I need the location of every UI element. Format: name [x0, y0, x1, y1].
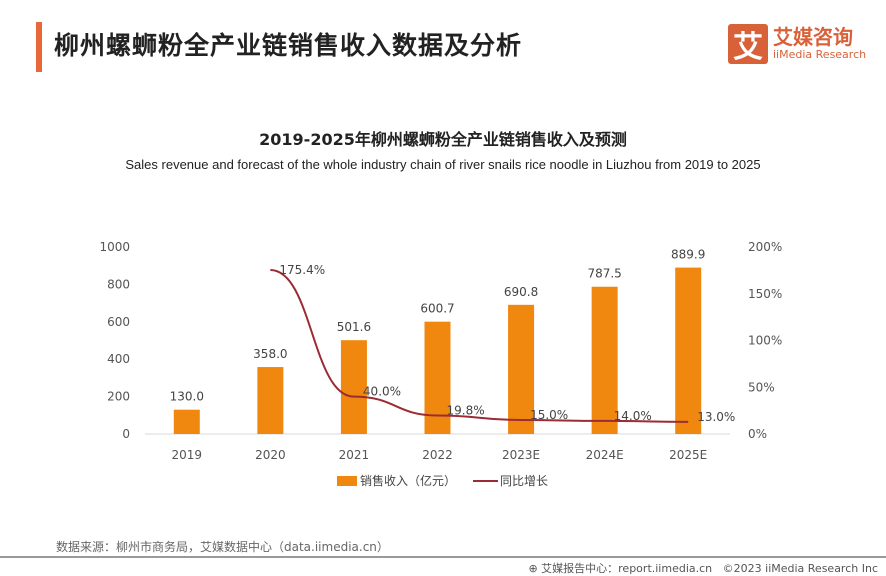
bar-value-label: 889.9: [671, 248, 705, 262]
left-tick-label: 400: [107, 352, 130, 366]
growth-value-label: 15.0%: [530, 408, 568, 422]
copyright: ©2023 iiMedia Research Inc: [722, 562, 878, 575]
bar: [340, 340, 367, 434]
bar-value-label: 358.0: [253, 347, 287, 361]
chart-title: 2019-2025年柳州螺蛳粉全产业链销售收入及预测: [259, 130, 627, 149]
bar-value-label: 130.0: [170, 390, 204, 404]
bar-value-label: 501.6: [337, 320, 371, 334]
logo-en: iiMedia Research: [773, 48, 867, 61]
x-tick-label: 2023E: [502, 448, 540, 462]
x-tick-label: 2024E: [586, 448, 624, 462]
legend-bar-swatch: [337, 476, 357, 486]
legend-line-label: 同比增长: [500, 474, 548, 488]
logo-mark: 艾: [728, 24, 768, 65]
growth-value-label: 13.0%: [697, 410, 735, 424]
title-accent-bar: [36, 22, 42, 72]
bar: [508, 304, 535, 434]
footer: ⊕ 艾媒报告中心：report.iimedia.cn ©2023 iiMedia…: [528, 560, 878, 576]
report-link[interactable]: 艾媒报告中心：report.iimedia.cn: [541, 562, 713, 575]
x-tick-label: 2020: [255, 448, 286, 462]
right-tick-label: 50%: [748, 380, 775, 394]
right-tick-label: 150%: [748, 287, 782, 301]
x-tick-label: 2021: [339, 448, 370, 462]
left-tick-label: 800: [107, 277, 130, 291]
right-tick-label: 100%: [748, 334, 782, 348]
x-tick-label: 2022: [422, 448, 453, 462]
left-tick-label: 600: [107, 315, 130, 329]
growth-value-label: 19.8%: [447, 403, 485, 417]
growth-value-label: 175.4%: [279, 263, 325, 277]
page-title: 柳州螺蛳粉全产业链销售收入数据及分析: [54, 31, 523, 60]
bar-value-label: 690.8: [504, 285, 538, 299]
bar: [675, 267, 702, 434]
right-tick-label: 200%: [748, 240, 782, 254]
growth-value-label: 40.0%: [363, 385, 401, 399]
right-tick-label: 0%: [748, 427, 767, 441]
bar-value-label: 787.5: [587, 267, 621, 281]
growth-value-label: 14.0%: [614, 409, 652, 423]
legend-bar-label: 销售收入（亿元）: [360, 473, 456, 488]
data-source: 数据来源：柳州市商务局，艾媒数据中心（data.iimedia.cn）: [56, 540, 389, 554]
growth-line: [270, 269, 689, 423]
x-tick-label: 2025E: [669, 448, 707, 462]
bar: [591, 286, 618, 434]
bar: [173, 409, 200, 434]
footer-divider: [0, 556, 886, 558]
x-tick-label: 2019: [172, 448, 203, 462]
report-icon: ⊕: [528, 562, 542, 575]
logo-cn: 艾媒咨询: [773, 25, 853, 49]
bar-value-label: 600.7: [420, 302, 454, 316]
logo: 艾 艾媒咨询 iiMedia Research: [728, 24, 867, 65]
bar: [257, 367, 284, 434]
left-tick-label: 0: [122, 427, 130, 441]
chart-subtitle: Sales revenue and forecast of the whole …: [125, 157, 761, 172]
left-tick-label: 200: [107, 390, 130, 404]
left-tick-label: 1000: [99, 240, 130, 254]
